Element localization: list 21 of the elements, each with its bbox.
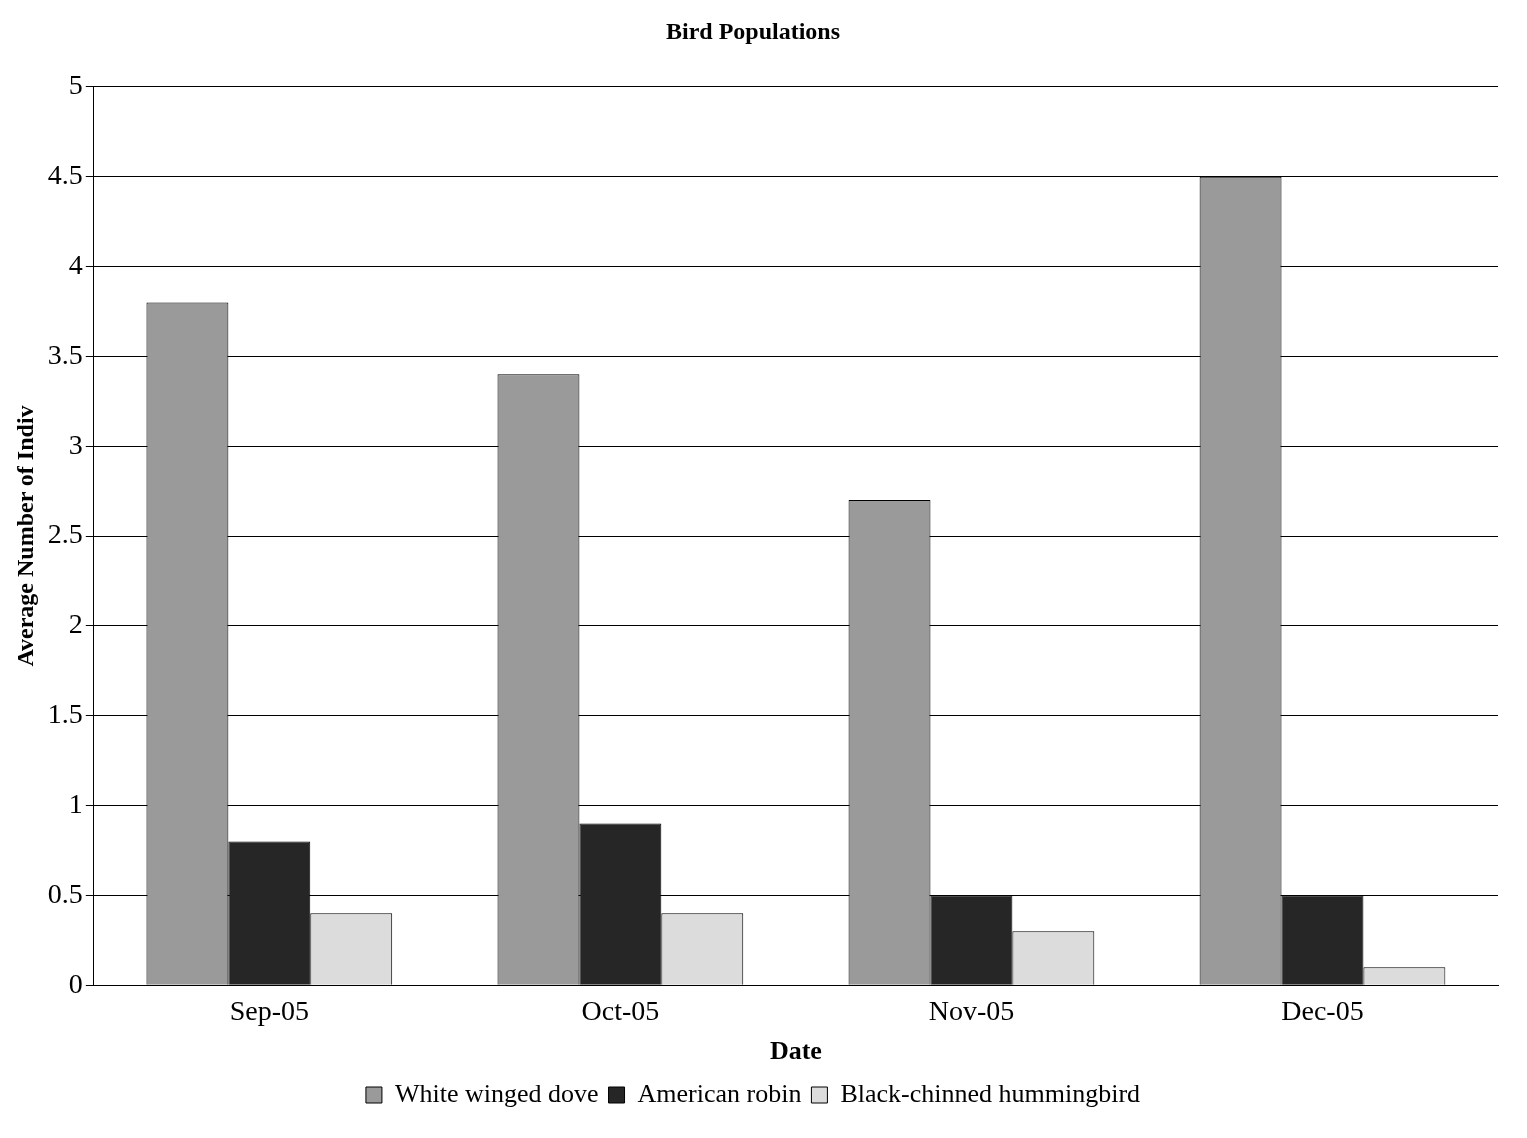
y-axis-title: Average Number of Indiv [11, 405, 38, 667]
y-tick-label: 2 [68, 608, 83, 640]
y-tick-label: 4 [68, 248, 83, 280]
legend-label: Black-chinned hummingbird [840, 1078, 1141, 1108]
x-tick-label: Sep-05 [229, 995, 309, 1027]
y-tick-label: 0 [68, 967, 83, 999]
y-tick-label: 3 [68, 428, 83, 460]
x-axis-title: Date [769, 1036, 822, 1066]
y-tick-label: 5 [68, 69, 83, 101]
x-tick-label: Dec-05 [1281, 995, 1364, 1027]
x-tick-label: Nov-05 [928, 995, 1015, 1027]
chart-title: Bird Populations [665, 17, 841, 44]
y-tick-label: 0.5 [47, 877, 83, 909]
y-tick-label: 4.5 [47, 159, 83, 190]
x-tick-label: Oct-05 [581, 995, 660, 1027]
y-tick-label: 1.5 [47, 698, 83, 730]
y-tick-label: 1 [68, 787, 83, 819]
y-tick-label: 2.5 [47, 518, 83, 550]
legend-label: White winged dove [394, 1078, 599, 1108]
legend-label: American robin [637, 1078, 802, 1108]
y-tick-label: 3.5 [47, 338, 83, 370]
